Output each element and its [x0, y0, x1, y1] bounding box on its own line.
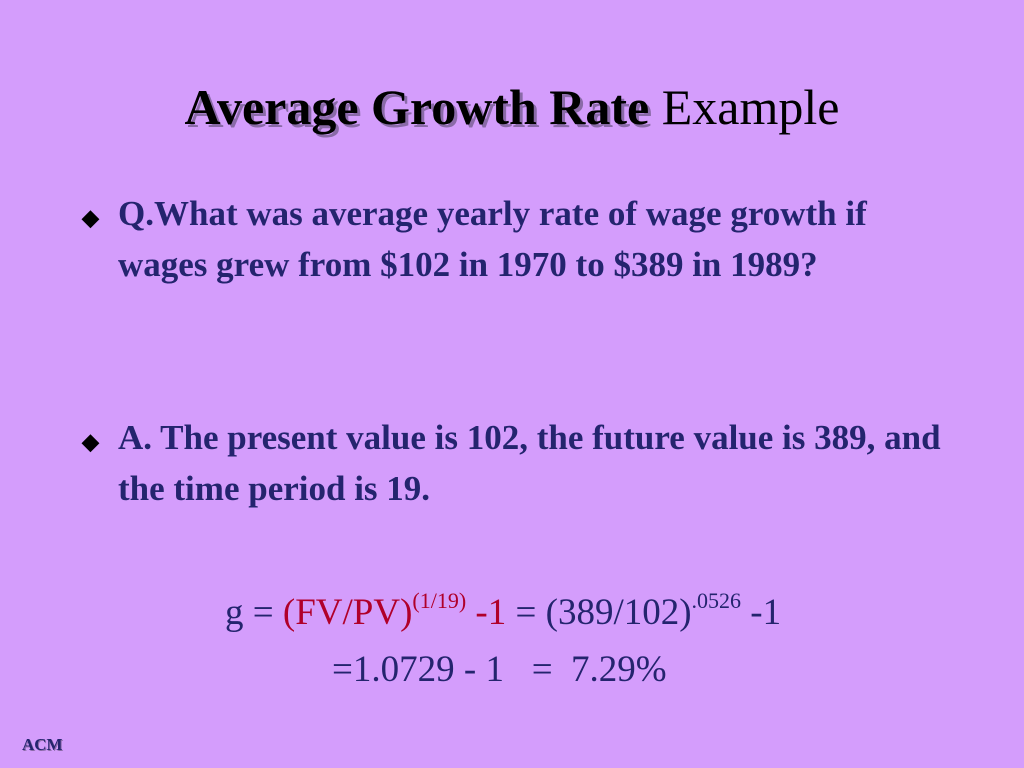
formula-part: g = [225, 592, 274, 633]
formula-exponent: (1/19) [412, 588, 467, 613]
bullet-text: Q.What was average yearly rate of wage g… [118, 194, 867, 284]
slide-title: Average Growth Rate Example [0, 78, 1024, 136]
formula-result: =1.0729 - 1 = 7.29% [332, 649, 667, 690]
bullet-icon: ◆ [82, 205, 99, 230]
formula-exponent: .0526 [691, 588, 742, 613]
formula-part: (FV/PV) [282, 592, 413, 633]
formula-line: g = (FV/PV)(1/19) -1 = (389/102).0526 -1 [0, 588, 1024, 634]
formula-part: -1 [750, 592, 782, 633]
footer-label: ACM [22, 735, 63, 754]
bullet: ◆ Q.What was average yearly rate of wage… [82, 188, 942, 290]
title-main: Average Growth Rate [184, 79, 650, 135]
bullet-text: A. The present value is 102, the future … [118, 418, 941, 508]
title-rest: Example [661, 79, 840, 135]
bullet: ◆ A. The present value is 102, the futur… [82, 412, 942, 514]
formula-part: = (389/102) [515, 592, 692, 633]
bullet-icon: ◆ [82, 429, 99, 454]
formula-part: -1 [475, 592, 507, 633]
